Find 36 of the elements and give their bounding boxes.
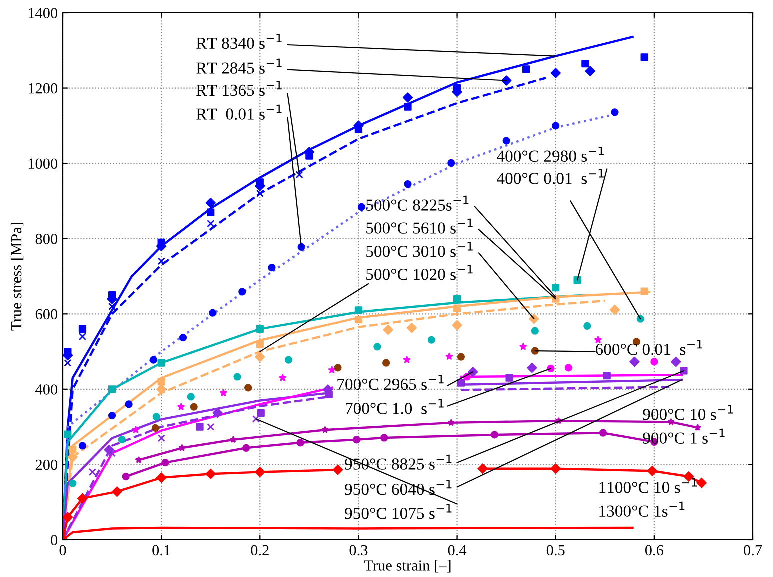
y-tick-label: 800 — [36, 234, 58, 244]
y-tick-label: 1200 — [28, 83, 58, 94]
y-tick-label: 600 — [36, 309, 58, 320]
annotation: 700°C 1.0 s$^{−1}$ — [346, 399, 444, 414]
annotation: RT 1365 s$^{−1}$ — [196, 81, 282, 96]
x-tick-label: 0.1 — [152, 545, 170, 556]
y-tick-label: 1400 — [28, 8, 58, 18]
x-tick-label: 0.2 — [251, 545, 269, 556]
y-tick-label: 400 — [36, 384, 58, 395]
x-tick-label: 0.6 — [645, 545, 664, 556]
x-tick-label: 0.3 — [350, 545, 368, 556]
annotation: 950°C 6040 s$^{−1}$ — [345, 480, 452, 496]
annotation: RT 0.01 s$^{−1}$ — [196, 104, 282, 120]
annotation: 1300°C 1s$^{−1}$ — [600, 502, 685, 517]
x-axis-title: True strain [–] — [364, 560, 451, 573]
annotation: 700°C 2965 s$^{−1}$ — [338, 375, 444, 390]
y-tick-label: 1000 — [28, 158, 58, 170]
annotation: 1100°C 10 s$^{−1}$ — [600, 478, 698, 494]
annotation: 400°C 0.01 s$^{−1}$ — [497, 169, 604, 184]
y-tick-label: 200 — [36, 460, 58, 470]
y-axis-title: True stress [MPa] — [10, 223, 24, 331]
x-tick-label: 0.4 — [448, 545, 467, 556]
x-tick-label: 0 — [60, 545, 66, 556]
annotation: 500°C 3010 s$^{−1}$ — [366, 242, 473, 258]
annotation: RT 8340 s$^{−1}$ — [196, 34, 282, 50]
annotation: 500°C 1020 s$^{−1}$ — [366, 265, 473, 280]
x-tick-label: 0.5 — [546, 545, 565, 556]
annotation: RT 2845 s$^{−1}$ — [196, 58, 282, 74]
annotation: 900°C 10 s$^{−1}$ — [643, 405, 734, 420]
x-tick-label: 0.7 — [744, 545, 762, 556]
annotation: 400°C 2980 s$^{−1}$ — [497, 146, 604, 162]
y-tick-label: 0 — [51, 535, 58, 546]
annotation: 900°C 1 s$^{−1}$ — [643, 428, 725, 444]
annotation: 500°C 5610 s$^{−1}$ — [366, 218, 473, 234]
annotation: 950°C 1075 s$^{−1}$ — [345, 504, 452, 520]
annotation: 600°C 0.01 s$^{−1}$ — [596, 340, 702, 356]
